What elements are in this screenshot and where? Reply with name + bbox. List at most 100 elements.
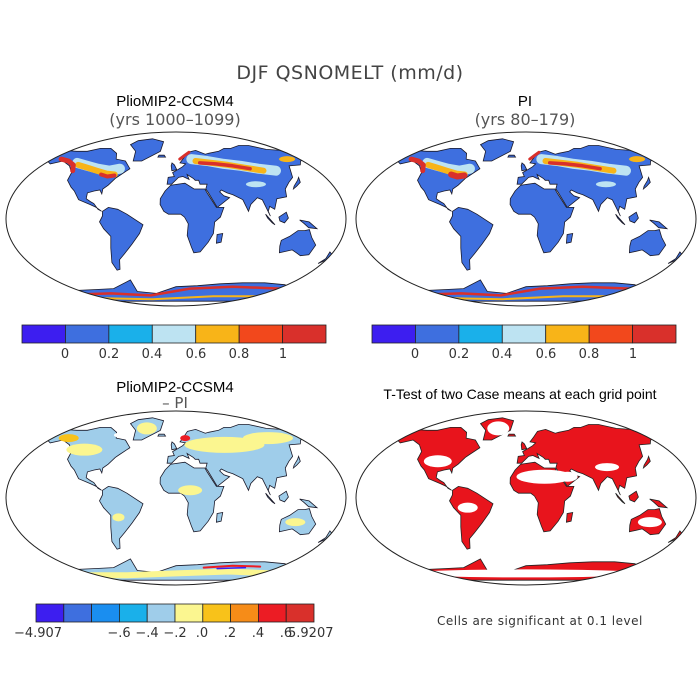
- colorbar-swatch: [458, 324, 503, 344]
- cb-tr-label: 0.2: [448, 347, 470, 362]
- snow-east-siberia: [629, 156, 646, 163]
- land-greenland: [129, 138, 165, 162]
- diff-antarctic-red: [202, 564, 262, 569]
- map-content: [396, 417, 684, 581]
- snow-mid-na: [75, 161, 118, 178]
- colorbar-swatch: [151, 324, 197, 344]
- nonsig-us: [423, 455, 452, 468]
- land-north-america: [46, 427, 131, 491]
- snow-high-nw: [58, 156, 76, 174]
- land-south-america: [449, 206, 494, 271]
- cb-bl-label: −.4: [135, 626, 159, 641]
- cb-tl-label: 0.2: [98, 347, 120, 362]
- land-madagascar: [565, 512, 574, 523]
- cb-tl-label: 0.6: [185, 347, 207, 362]
- nonsig-greenland: [487, 421, 510, 436]
- cb-tl-label: 1: [278, 347, 288, 362]
- land-north-america: [396, 148, 481, 212]
- cb-tr-label: 0.8: [578, 347, 600, 362]
- land-north-america: [46, 148, 131, 212]
- cb-tl-label: 0: [60, 347, 70, 362]
- cb-bl-label: .4: [251, 626, 265, 641]
- nonsig-tibet: [595, 463, 620, 472]
- land-africa: [509, 182, 575, 254]
- land-japan: [642, 176, 651, 191]
- land-iceland: [507, 154, 517, 158]
- colorbar-swatch: [415, 324, 460, 344]
- land-borneo: [628, 211, 639, 224]
- land-borneo: [628, 490, 639, 503]
- land-iceland: [507, 433, 517, 437]
- land-iceland: [157, 433, 167, 437]
- nonsig-amazon: [457, 502, 478, 513]
- land-sumatra: [265, 213, 276, 226]
- cb-bl-label: −.2: [163, 626, 187, 641]
- colorbar-swatch: [21, 324, 66, 344]
- cb-tr-label: 0: [410, 347, 420, 362]
- cb-bl-label: −.6: [107, 626, 131, 641]
- panel-subtitle-top-left: (yrs 1000–1099): [109, 110, 241, 129]
- significance-note: Cells are significant at 0.1 level: [437, 614, 643, 628]
- colorbar-swatch: [35, 603, 65, 623]
- colorbar-swatch: [119, 603, 148, 623]
- map-border: [355, 410, 697, 586]
- cb-bl-label: .2: [223, 626, 237, 641]
- nonsig-sahara: [516, 469, 573, 484]
- map-top-right: [355, 131, 697, 307]
- diff-antarctica: [80, 568, 275, 579]
- panel-title-bottom-left: PlioMIP2-CCSM4: [116, 379, 234, 396]
- land-britain: [170, 162, 178, 172]
- snow-high-eu: [197, 161, 252, 171]
- nonsig-antarctica: [406, 569, 646, 578]
- colorbar-swatch: [202, 603, 232, 623]
- cb-bl-label: −4.907: [13, 626, 63, 641]
- land-borneo: [278, 490, 289, 503]
- map-content: [46, 138, 334, 302]
- land-madagascar: [215, 233, 224, 244]
- cb-bl-label: .0: [195, 626, 209, 641]
- snow-tibet: [245, 181, 266, 188]
- diff-antarctic-blue: [216, 566, 247, 570]
- colorbar-swatch: [91, 603, 120, 623]
- nonsig-arabia: [557, 471, 578, 482]
- land-britain: [520, 162, 528, 172]
- cb-tr-label: 0.6: [535, 347, 557, 362]
- map-border: [355, 131, 697, 307]
- land-south-america: [449, 485, 494, 550]
- land-sumatra: [615, 492, 626, 505]
- diff-pos-siberia: [242, 432, 293, 445]
- land-iceland: [157, 154, 167, 158]
- colorbar-swatch: [632, 324, 677, 344]
- diff-pos-alaska: [58, 434, 79, 443]
- land-greenland: [479, 138, 515, 162]
- snow-high-ne: [448, 171, 468, 180]
- colorbar-swatch: [146, 603, 176, 623]
- cb-tl-label: 0.4: [141, 347, 163, 362]
- colorbar-swatch: [371, 324, 416, 344]
- nonsig-australia: [637, 517, 662, 528]
- diff-pos-africa: [178, 485, 203, 496]
- colorbar-swatch: [195, 324, 240, 344]
- land-new-guinea: [649, 219, 669, 230]
- diff-neg-scand: [180, 435, 191, 442]
- snow-high-nw: [408, 156, 426, 174]
- figure-title: DJF QSNOMELT (mm/d): [236, 62, 464, 84]
- land-new-guinea: [299, 498, 319, 509]
- colorbar-swatch: [238, 324, 283, 344]
- colorbar-swatch: [501, 324, 547, 344]
- land-antarctica: [46, 558, 295, 581]
- map-top-left: [5, 131, 347, 307]
- land-sumatra: [615, 213, 626, 226]
- snow-high-eu: [547, 161, 602, 171]
- colorbar-swatch: [588, 324, 633, 344]
- land-eurasia: [516, 424, 663, 496]
- land-madagascar: [565, 233, 574, 244]
- land-japan: [292, 176, 301, 191]
- colorbar-swatch: [257, 603, 287, 623]
- map-content: [396, 138, 684, 302]
- diff-pos-australia: [285, 518, 306, 527]
- land-africa: [159, 461, 225, 533]
- snow-antarctic-mid: [453, 295, 614, 301]
- diff-pos-na: [66, 443, 103, 456]
- colorbar-swatch: [63, 603, 92, 623]
